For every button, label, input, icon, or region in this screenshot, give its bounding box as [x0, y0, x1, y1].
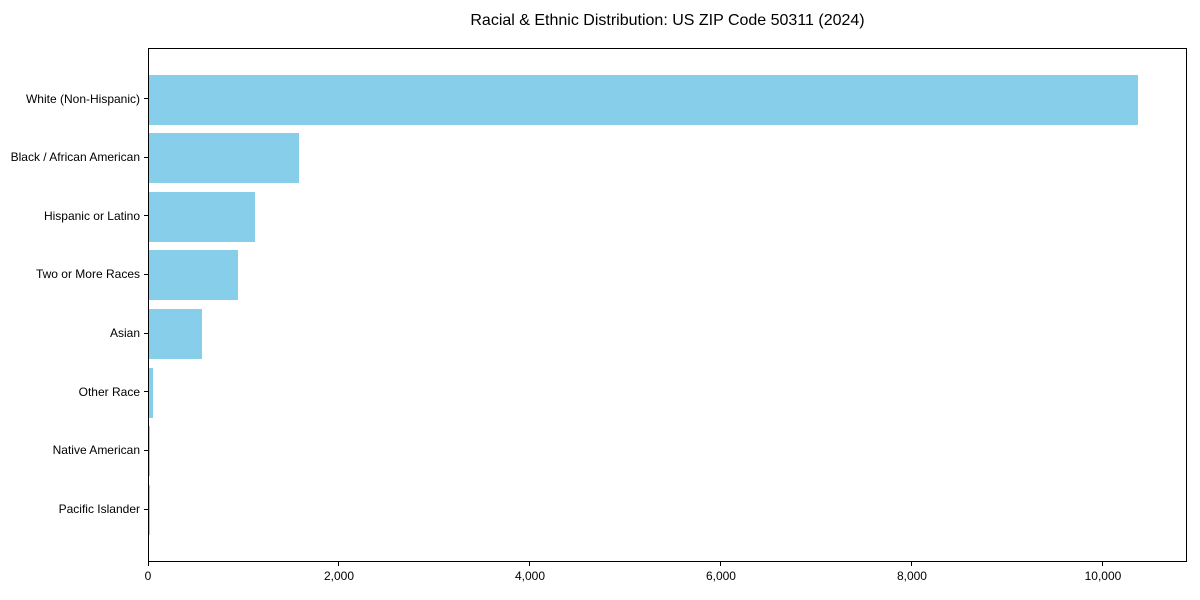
- plot-area: [148, 48, 1187, 562]
- y-tick-mark: [144, 215, 148, 217]
- y-tick-mark: [144, 332, 148, 334]
- x-tick-label-0: 0: [144, 569, 152, 583]
- x-tick-label-2000: 2,000: [323, 569, 354, 583]
- x-tick-mark: [529, 562, 531, 566]
- y-tick-label-other-race: Other Race: [78, 384, 140, 399]
- x-tick-label-10000: 10,000: [1084, 569, 1122, 583]
- y-tick-label-two-or-more-races: Two or More Races: [35, 267, 140, 282]
- y-tick-label-native-american: Native American: [52, 443, 140, 458]
- x-tick-label-8000: 8,000: [896, 569, 927, 583]
- x-tick-mark: [720, 562, 722, 566]
- y-tick-mark: [144, 391, 148, 393]
- x-tick-mark: [338, 562, 340, 566]
- y-tick-mark: [144, 449, 148, 451]
- y-tick-label-asian: Asian: [109, 326, 140, 341]
- y-tick-label-hispanic-or-latino: Hispanic or Latino: [43, 208, 140, 223]
- y-tick-mark: [144, 156, 148, 158]
- bar-hispanic-or-latino: [149, 191, 255, 242]
- bar-other-race: [149, 367, 153, 418]
- bar-native-american: [149, 426, 151, 477]
- x-tick-label-4000: 4,000: [514, 569, 545, 583]
- y-tick-mark: [144, 508, 148, 510]
- y-tick-label-white-non-hispanic: White (Non-Hispanic): [25, 91, 140, 106]
- y-tick-label-pacific-islander: Pacific Islander: [58, 502, 140, 517]
- y-tick-mark: [144, 273, 148, 275]
- bar-black-african-american: [149, 133, 300, 184]
- x-tick-mark: [911, 562, 913, 566]
- x-tick-label-6000: 6,000: [705, 569, 736, 583]
- chart-title: Racial & Ethnic Distribution: US ZIP Cod…: [470, 12, 865, 29]
- y-tick-label-black-african-american: Black / African American: [10, 150, 140, 165]
- x-tick-mark: [1102, 562, 1104, 566]
- y-tick-mark: [144, 98, 148, 99]
- bar-asian: [149, 309, 202, 360]
- bar-white-non-hispanic: [149, 74, 1139, 125]
- bar-two-or-more-races: [149, 250, 238, 301]
- x-tick-mark: [147, 562, 149, 566]
